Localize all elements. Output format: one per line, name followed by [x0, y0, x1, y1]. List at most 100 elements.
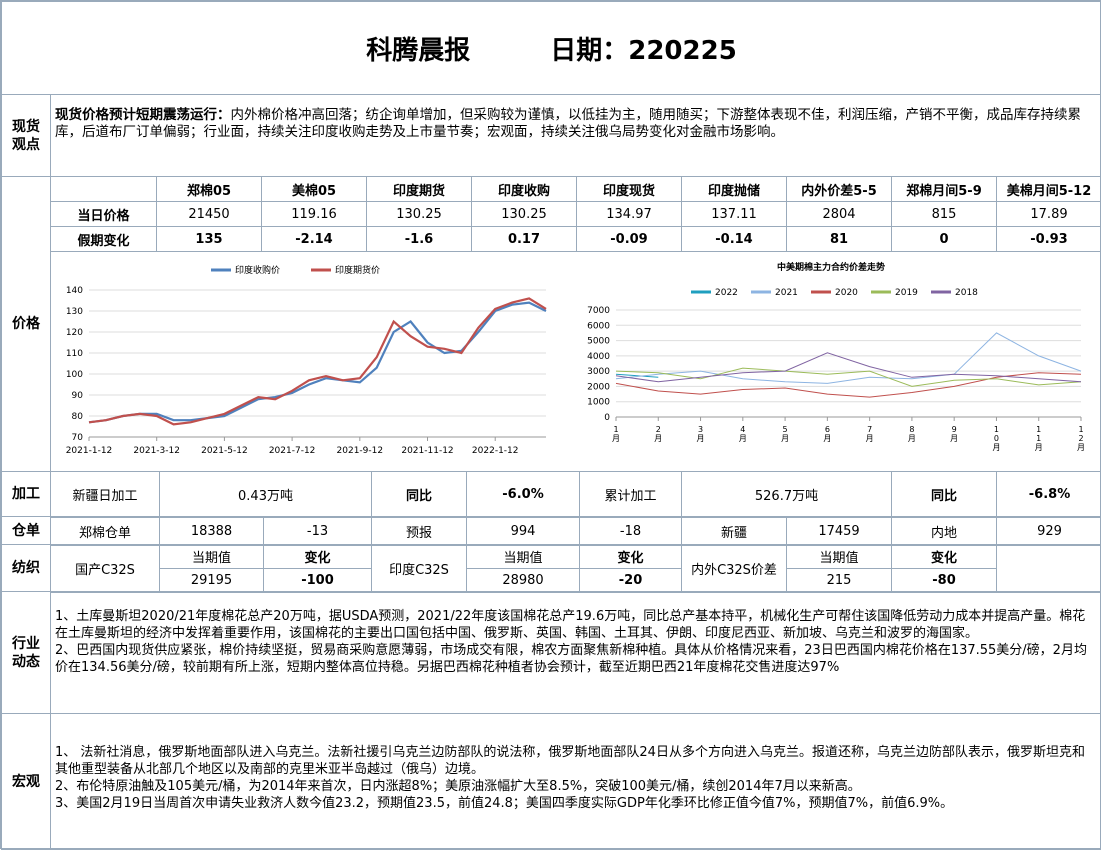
y-tick-label: 6000: [587, 321, 610, 331]
cell: 130.25: [472, 202, 577, 227]
cell: 137.11: [682, 202, 787, 227]
cell: 929: [997, 517, 1101, 546]
cell: -6.0%: [467, 472, 580, 518]
x-tick-label: 1月: [612, 425, 621, 443]
cell: 内地: [892, 517, 997, 546]
x-tick-label: 12月: [1077, 425, 1086, 452]
legend-label: 2018: [955, 288, 978, 298]
x-tick-label: 3月: [696, 425, 705, 443]
cell: 当期值: [467, 545, 580, 569]
y-tick-label: 100: [66, 370, 83, 380]
y-tick-label: 4000: [587, 352, 610, 362]
cell: 郑棉仓单: [51, 517, 160, 546]
paragraph: 1、 法新社消息，俄罗斯地面部队进入乌克兰。法新社援引乌克兰边防部队的说法称，俄…: [55, 744, 1097, 778]
x-tick-label: 2021-11-12: [401, 446, 453, 456]
y-tick-label: 120: [66, 328, 83, 338]
column-header: 印度抛储: [682, 177, 787, 202]
cell: 29195: [160, 569, 264, 593]
cell: 变化: [892, 545, 997, 569]
series-line: [616, 353, 1081, 382]
cell: 0.43万吨: [160, 472, 372, 518]
date: 日期：220225: [550, 30, 737, 67]
x-tick-label: 5月: [781, 425, 790, 443]
legend-label: 印度收购价: [235, 264, 280, 276]
legend-label: 2021: [775, 288, 798, 298]
column-header: 郑棉月间5-9: [892, 177, 997, 202]
x-tick-label: 2021-1-12: [66, 446, 113, 456]
cell: -0.14: [682, 227, 787, 252]
cell: 119.16: [262, 202, 367, 227]
x-tick-label: 8月: [907, 425, 916, 443]
chart-title: 中美期棉主力合约价差走势: [777, 261, 885, 273]
y-tick-label: 0: [604, 413, 610, 423]
cell: 变化: [580, 545, 682, 569]
paragraph: 1、土库曼斯坦2020/21年度棉花总产20万吨，据USDA预测，2021/22…: [55, 608, 1097, 642]
legend-label: 印度期货价: [335, 264, 380, 276]
cell: -2.14: [262, 227, 367, 252]
cell: [51, 177, 157, 202]
chart: 中美期棉主力合约价差走势0100020003000400050006000700…: [561, 252, 1101, 471]
cell: 17459: [787, 517, 892, 546]
column-header: 内外价差5-5: [787, 177, 892, 202]
cell: -1.6: [367, 227, 472, 252]
x-tick-label: 2021-9-12: [337, 446, 384, 456]
cell: 新疆日加工: [51, 472, 160, 518]
cell: 215: [787, 569, 892, 593]
group-name: 内外C32S价差: [682, 545, 787, 593]
cell: 81: [787, 227, 892, 252]
label: 纺织: [1, 544, 51, 592]
x-tick-label: 2月: [654, 425, 663, 443]
cell: -0.93: [997, 227, 1101, 252]
group-name: 印度C32S: [372, 545, 467, 593]
y-tick-label: 2000: [587, 382, 610, 392]
cell: 变化: [264, 545, 372, 569]
x-tick-label: 4月: [738, 425, 747, 443]
row-header: 当日价格: [51, 202, 157, 227]
cell: 2804: [787, 202, 892, 227]
legend-label: 2022: [715, 288, 738, 298]
cell: 当期值: [787, 545, 892, 569]
cell: -20: [580, 569, 682, 593]
cell: 21450: [157, 202, 262, 227]
x-tick-label: 2022-1-12: [472, 446, 519, 456]
column-header: 郑棉05: [157, 177, 262, 202]
paragraph: 2、巴西国内现货供应紧张，棉价持续坚挺，贸易商采购意愿薄弱，市场成交有限，棉农方…: [55, 642, 1097, 676]
x-tick-label: 2021-3-12: [133, 446, 180, 456]
label: 仓单: [1, 516, 51, 545]
title: 科腾晨报: [366, 30, 470, 67]
label: 价格: [1, 176, 51, 472]
x-tick-label: 7月: [865, 425, 874, 443]
column-header: 印度收购: [472, 177, 577, 202]
series-line: [89, 298, 546, 424]
cell: 130.25: [367, 202, 472, 227]
cell: 累计加工: [580, 472, 682, 518]
y-tick-label: 7000: [587, 306, 610, 316]
lead: 现货价格预计短期震荡运行：: [55, 107, 231, 123]
label: 加工: [1, 471, 51, 517]
cell: 17.89: [997, 202, 1101, 227]
row-header: 假期变化: [51, 227, 157, 252]
legend-label: 2020: [835, 288, 858, 298]
column-header: 印度期货: [367, 177, 472, 202]
x-tick-label: 6月: [823, 425, 832, 443]
y-tick-label: 1000: [587, 398, 610, 408]
y-tick-label: 3000: [587, 367, 610, 377]
series-line: [89, 303, 546, 423]
paragraph: 3、美国2月19日当周首次申请失业救济人数今值23.2，预期值23.5，前值24…: [55, 795, 1097, 812]
cell: -0.09: [577, 227, 682, 252]
x-tick-label: 9月: [950, 425, 959, 443]
cell: -13: [264, 517, 372, 546]
y-tick-label: 140: [66, 286, 83, 296]
cell: 同比: [892, 472, 997, 518]
cell: 新疆: [682, 517, 787, 546]
cell: -6.8%: [997, 472, 1101, 518]
cell: 994: [467, 517, 580, 546]
y-tick-label: 110: [66, 349, 83, 359]
x-tick-label: 2021-7-12: [269, 446, 316, 456]
